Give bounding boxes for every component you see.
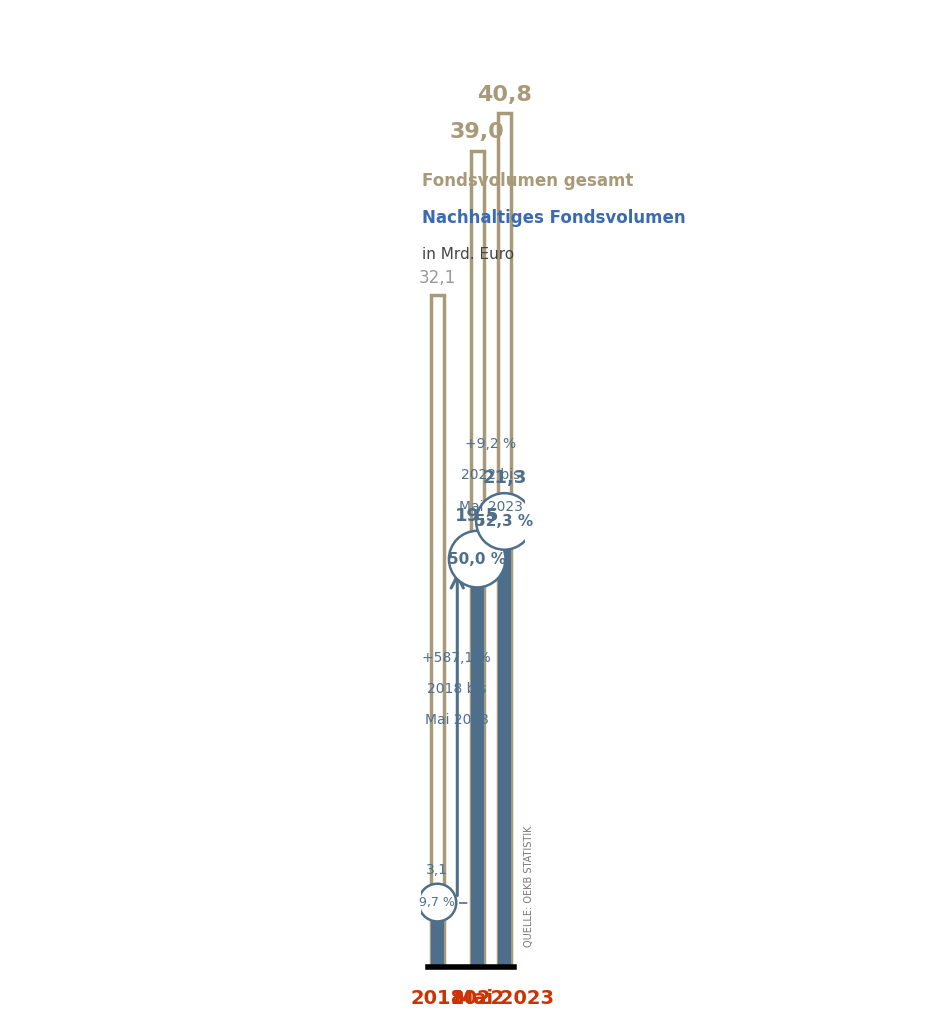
Text: Fondsvolumen gesamt: Fondsvolumen gesamt [422,172,633,189]
Text: Mai 2023: Mai 2023 [425,714,489,727]
Text: 2022 bis: 2022 bis [462,468,520,482]
Bar [498,113,511,968]
Text: Nachhaltiges Fondsvolumen: Nachhaltiges Fondsvolumen [422,209,685,227]
Bar [431,295,444,968]
Text: 39,0: 39,0 [449,123,504,142]
Text: 9,7 %: 9,7 % [419,896,455,909]
Text: 21,3: 21,3 [482,469,527,486]
Bar [498,521,511,968]
Text: +587,1 %: +587,1 % [423,650,491,665]
Text: 50,0 %: 50,0 % [448,552,506,566]
Text: Mai 2023: Mai 2023 [459,500,523,514]
Text: Mai 2023: Mai 2023 [454,989,554,1009]
Circle shape [476,494,533,550]
Text: in Mrd. Euro: in Mrd. Euro [422,247,514,262]
Text: 3,1: 3,1 [427,863,448,878]
Text: 2018: 2018 [411,989,464,1009]
Bar [431,902,444,968]
Text: 19,5: 19,5 [455,507,499,524]
Text: QUELLE: OEKB STATISTIK: QUELLE: OEKB STATISTIK [524,825,534,946]
Circle shape [418,884,456,922]
Text: 32,1: 32,1 [419,269,456,287]
Bar [471,151,483,968]
Text: 2018 bis: 2018 bis [428,682,486,696]
Text: 52,3 %: 52,3 % [475,514,534,529]
Text: +9,2 %: +9,2 % [465,437,517,451]
Text: 40,8: 40,8 [477,85,532,104]
Bar [471,559,483,968]
Text: 2022: 2022 [450,989,504,1009]
Circle shape [449,530,505,588]
